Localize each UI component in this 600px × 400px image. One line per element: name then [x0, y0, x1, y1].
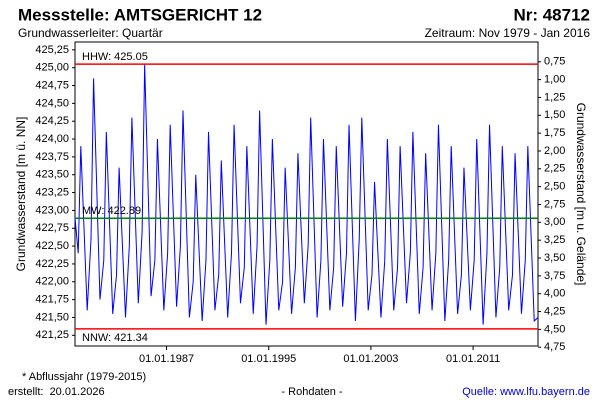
y-tick-label: 425,25 [35, 44, 69, 56]
y-tick-label: 422,00 [35, 276, 69, 288]
y-tick-label: 421,25 [35, 329, 69, 341]
created-date: erstellt: 20.01.2026 [8, 386, 105, 398]
y2-tick-label: 3,00 [544, 216, 565, 228]
reference-label: MW: 422.89 [82, 205, 141, 217]
y-tick-label: 421,75 [35, 294, 69, 306]
y-tick-label: 422,75 [35, 222, 69, 234]
y2-tick-label: 4,25 [544, 305, 565, 317]
y-tick-label: 424,75 [35, 79, 69, 91]
y2-tick-label: 1,50 [544, 109, 565, 121]
x-tick-label: 01.01.1987 [139, 353, 194, 365]
plot-frame [74, 41, 539, 347]
y2-tick-label: 4,00 [544, 288, 565, 300]
y2-tick-label: 3,25 [544, 234, 565, 246]
y-tick-label: 425,00 [35, 62, 69, 74]
y2-tick-label: 2,50 [544, 181, 565, 193]
x-tick-label: 01.01.1995 [241, 353, 296, 365]
y-tick-label: 424,25 [35, 115, 69, 127]
y-tick-label: 422,50 [35, 240, 69, 252]
source-link[interactable]: Quelle: www.lfu.bayern.de [462, 386, 590, 398]
y-tick-label: 422,25 [35, 258, 69, 270]
subtitle: Grundwasserleiter: Quartär [18, 26, 163, 40]
y2-tick-label: 1,75 [544, 127, 565, 139]
y2-tick-label: 4,50 [544, 323, 565, 335]
y-tick-label: 423,50 [35, 169, 69, 181]
y-tick-label: 421,50 [35, 311, 69, 323]
data-note: - Rohdaten - [281, 386, 342, 398]
chart-title: Messstelle: AMTSGERICHT 12 [18, 5, 262, 24]
y-tick-label: 423,25 [35, 186, 69, 198]
y2-axis-title: Grundwasserstand [m u. Gelände] [574, 103, 588, 286]
station-number: Nr: 48712 [513, 5, 590, 24]
y-tick-label: 424,00 [35, 133, 69, 145]
period: Zeitraum: Nov 1979 - Jan 2016 [425, 26, 591, 40]
level-line [74, 64, 539, 325]
footnote: * Abflussjahr (1979-2015) [22, 371, 146, 383]
y2-tick-label: 1,00 [544, 74, 565, 86]
x-tick-label: 01.01.2011 [446, 353, 500, 365]
y-tick-label: 423,75 [35, 151, 69, 163]
reference-label: NNW: 421.34 [82, 332, 148, 344]
y2-tick-label: 2,75 [544, 198, 565, 210]
y-axis-title: Grundwasserstand [m ü. NN] [14, 117, 28, 272]
y-tick-label: 423,00 [35, 204, 69, 216]
x-tick-label: 01.01.2003 [343, 353, 398, 365]
y2-tick-label: 2,00 [544, 145, 565, 157]
y-tick-label: 424,50 [35, 97, 69, 109]
y2-tick-label: 1,25 [544, 91, 565, 103]
y2-tick-label: 3,50 [544, 252, 565, 264]
y2-tick-label: 4,75 [544, 341, 565, 353]
y2-tick-label: 3,75 [544, 270, 565, 282]
y2-tick-label: 2,25 [544, 163, 565, 175]
reference-label: HHW: 425.05 [82, 51, 148, 63]
y2-tick-label: 0,75 [544, 56, 565, 68]
